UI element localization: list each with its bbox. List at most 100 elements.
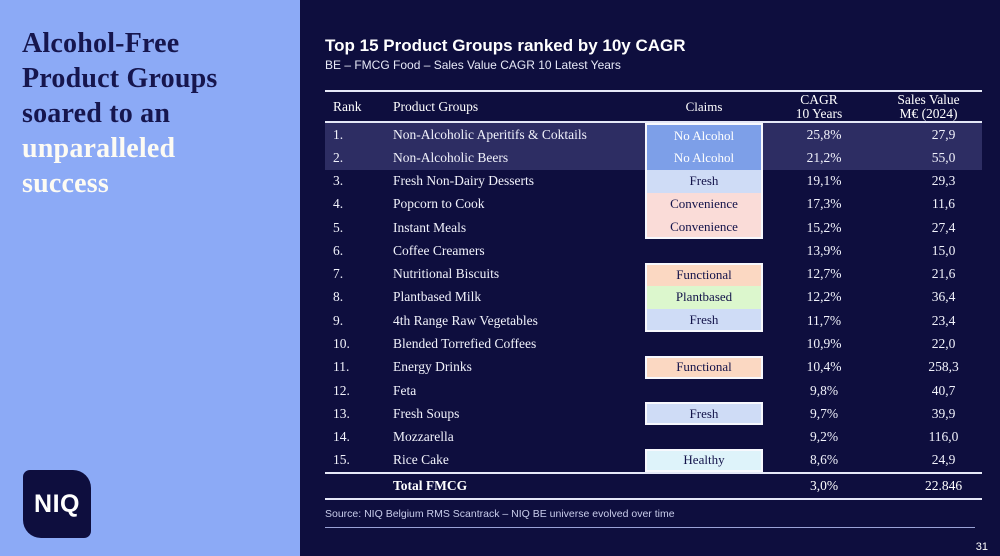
product-cell: Blended Torrefied Coffees — [393, 336, 537, 352]
product-cell: Non-Alcoholic Aperitifs & Coktails — [393, 126, 587, 142]
col-header-claims: Claims — [685, 98, 723, 114]
cagr-cell: 9,7% — [809, 405, 839, 421]
product-cell: Popcorn to Cook — [393, 196, 485, 212]
rank-cell: 5. — [333, 219, 344, 235]
rank-cell: 6. — [333, 242, 344, 258]
product-cell: Rice Cake — [393, 452, 449, 468]
total-label: Total FMCG — [393, 477, 468, 493]
col-header-rank: Rank — [333, 98, 362, 114]
table-row: 15. Rice Cake Healthy 8,6% 24,9 — [325, 448, 982, 472]
sales-cell: 39,9 — [931, 405, 956, 421]
claim-cell — [645, 425, 763, 448]
table-subtitle: BE – FMCG Food – Sales Value CAGR 10 Lat… — [325, 58, 621, 72]
table-title: Top 15 Product Groups ranked by 10y CAGR — [325, 36, 686, 55]
table-row: 5. Instant Meals Convenience 15,2% 27,4 — [325, 216, 982, 240]
claim-cell: Fresh — [645, 402, 763, 426]
cagr-cell: 11,7% — [806, 312, 842, 328]
cagr-cell: 15,2% — [806, 219, 842, 235]
rank-cell: 15. — [333, 452, 350, 468]
col-header-product: Product Groups — [393, 98, 479, 114]
claim-cell: No Alcohol — [645, 123, 763, 147]
sales-cell: 55,0 — [931, 149, 956, 165]
sales-cell: 27,9 — [931, 126, 956, 142]
sales-cell: 24,9 — [931, 452, 956, 468]
rank-cell: 7. — [333, 266, 344, 282]
sales-cell: 40,7 — [931, 382, 956, 398]
sales-cell: 15,0 — [931, 242, 956, 258]
rank-cell: 8. — [333, 289, 344, 305]
table-heading: Top 15 Product Groups ranked by 10y CAGR… — [325, 36, 686, 72]
sales-cell: 27,4 — [931, 219, 956, 235]
ranking-table: Rank Product Groups Claims CAGR 10 Years… — [325, 90, 982, 500]
col-header-sales: Sales Value M€ (2024) — [897, 91, 960, 121]
table-row: 14. Mozzarella 9,2% 116,0 — [325, 425, 982, 448]
sales-cell: 36,4 — [931, 289, 956, 305]
rank-cell: 10. — [333, 336, 350, 352]
sales-cell: 29,3 — [931, 173, 956, 189]
product-cell: Non-Alcoholic Beers — [393, 149, 509, 165]
rank-cell: 3. — [333, 173, 344, 189]
rank-cell: 11. — [333, 359, 350, 375]
table-body: 1. Non-Alcoholic Aperitifs & Coktails No… — [325, 123, 982, 472]
cagr-cell: 12,7% — [806, 266, 842, 282]
product-cell: Mozzarella — [393, 429, 454, 445]
claim-cell: Healthy — [645, 448, 763, 472]
sidebar: Alcohol-Free Product Groups soared to an… — [0, 0, 300, 556]
cagr-cell: 9,8% — [809, 382, 839, 398]
niq-logo: NIQ — [23, 470, 91, 538]
table-row: 11. Energy Drinks Functional 10,4% 258,3 — [325, 355, 982, 379]
total-cagr: 3,0% — [809, 477, 839, 493]
claim-cell: No Alcohol — [645, 146, 763, 170]
product-cell: Fresh Soups — [393, 405, 460, 421]
claim-cell: Convenience — [645, 216, 763, 240]
sales-cell: 21,6 — [931, 266, 956, 282]
product-cell: Nutritional Biscuits — [393, 266, 500, 282]
claim-cell: Plantbased — [645, 285, 763, 310]
rank-cell: 12. — [333, 382, 350, 398]
total-row: Total FMCG 3,0% 22.846 — [325, 471, 982, 500]
slide-title-light: unparalleled success — [22, 133, 176, 199]
cagr-cell: 9,2% — [809, 429, 839, 445]
rank-cell: 13. — [333, 405, 350, 421]
product-cell: Energy Drinks — [393, 359, 472, 375]
col-header-cagr: CAGR 10 Years — [795, 91, 843, 121]
table-row: 6. Coffee Creamers 13,9% 15,0 — [325, 239, 982, 262]
claim-cell: Fresh — [645, 309, 763, 333]
rank-cell: 4. — [333, 196, 344, 212]
table-row: 13. Fresh Soups Fresh 9,7% 39,9 — [325, 402, 982, 426]
product-cell: Instant Meals — [393, 219, 467, 235]
claim-cell: Functional — [645, 262, 763, 286]
table-row: 10. Blended Torrefied Coffees 10,9% 22,0 — [325, 332, 982, 355]
total-claim-cell — [645, 474, 763, 498]
claim-cell: Convenience — [645, 192, 763, 217]
product-cell: Coffee Creamers — [393, 242, 485, 258]
table-row: 4. Popcorn to Cook Convenience 17,3% 11,… — [325, 192, 982, 217]
table-row: 2. Non-Alcoholic Beers No Alcohol 21,2% … — [325, 146, 982, 170]
cagr-cell: 17,3% — [806, 196, 842, 212]
table-row: 8. Plantbased Milk Plantbased 12,2% 36,4 — [325, 285, 982, 310]
cagr-cell: 21,2% — [806, 149, 842, 165]
product-cell: Plantbased Milk — [393, 289, 482, 305]
table-row: 7. Nutritional Biscuits Functional 12,7%… — [325, 262, 982, 286]
table-row: 9. 4th Range Raw Vegetables Fresh 11,7% … — [325, 309, 982, 333]
table-header-row: Rank Product Groups Claims CAGR 10 Years… — [325, 90, 982, 123]
sales-cell: 11,6 — [931, 196, 956, 212]
claim-cell — [645, 332, 763, 355]
cagr-cell: 10,9% — [806, 336, 842, 352]
table-row: 12. Feta 9,8% 40,7 — [325, 379, 982, 402]
cagr-cell: 25,8% — [806, 126, 842, 142]
rank-cell: 14. — [333, 429, 350, 445]
page-number: 31 — [975, 541, 988, 553]
sales-cell: 23,4 — [931, 312, 956, 328]
claim-cell — [645, 239, 763, 262]
cagr-cell: 19,1% — [806, 173, 842, 189]
slide-title-dark: Alcohol-Free Product Groups soared to an — [22, 28, 218, 129]
cagr-cell: 10,4% — [806, 359, 842, 375]
total-sales: 22.846 — [924, 477, 963, 493]
sales-cell: 116,0 — [928, 429, 959, 445]
product-cell: Fresh Non-Dairy Desserts — [393, 173, 534, 189]
table-row: 3. Fresh Non-Dairy Desserts Fresh 19,1% … — [325, 169, 982, 193]
product-cell: Feta — [393, 382, 417, 398]
claim-cell: Fresh — [645, 169, 763, 193]
